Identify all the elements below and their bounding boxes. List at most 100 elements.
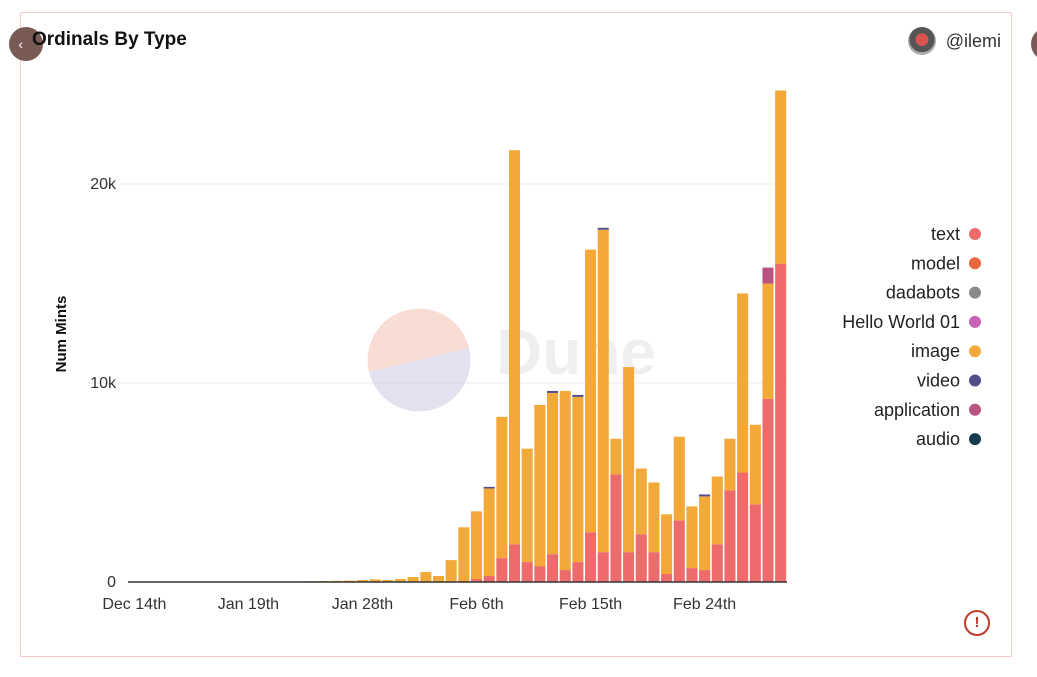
bar-image-44 [686, 506, 698, 569]
y-tick-label: 10k [90, 375, 117, 392]
legend-swatch-text [969, 228, 981, 240]
bar-image-51 [775, 90, 787, 264]
bar-image-39 [623, 367, 635, 553]
bar-image-24 [432, 576, 445, 582]
bar-image-32 [534, 404, 546, 567]
bar-video-28 [483, 486, 495, 489]
bar-image-33 [547, 392, 559, 555]
bar-text-36 [585, 532, 597, 582]
bar-text-30 [508, 544, 521, 582]
avatar[interactable] [907, 27, 936, 55]
bar-image-45 [699, 496, 711, 571]
bar-image-43 [673, 436, 685, 521]
legend-label-image: image [911, 341, 960, 361]
bar-video-35 [572, 394, 584, 397]
bar-text-38 [610, 474, 622, 582]
bar-image-21 [394, 579, 407, 582]
bar-text-27 [470, 579, 483, 582]
chart-title: Ordinals By Type [32, 29, 187, 50]
watermark-logo-top [367, 308, 469, 372]
bar-text-29 [496, 558, 508, 582]
bar-text-28 [483, 576, 495, 582]
bar-video-45 [699, 494, 711, 497]
bar-text-48 [737, 472, 749, 582]
bar-text-51 [775, 263, 787, 582]
bar-text-31 [521, 562, 533, 582]
bar-image-47 [724, 438, 736, 491]
legend-label-video: video [917, 371, 960, 391]
y-tick-label: 0 [107, 574, 116, 591]
bar-image-26 [458, 527, 470, 582]
bar-image-28 [483, 488, 495, 577]
x-tick-label: Feb 24th [673, 596, 736, 613]
bar-image-38 [610, 438, 622, 475]
bar-video-37 [597, 227, 609, 230]
bar-image-42 [661, 514, 673, 575]
x-tick-label: Jan 28th [332, 596, 393, 613]
bar-image-31 [521, 448, 533, 563]
y-tick-label: 20k [90, 176, 117, 193]
bar-image-36 [585, 249, 597, 533]
bar-image-22 [407, 577, 419, 582]
bar-text-49 [749, 504, 761, 582]
bar-text-44 [686, 568, 698, 582]
bar-image-25 [445, 560, 457, 582]
x-tick-label: Feb 15th [559, 596, 622, 613]
author-name[interactable]: @ilemi [945, 30, 1001, 51]
bar-text-37 [597, 552, 609, 582]
legend-label-model: model [911, 253, 960, 273]
bar-text-39 [623, 552, 635, 582]
bar-image-30 [508, 150, 521, 545]
watermark-logo-bottom [369, 348, 471, 412]
bar-text-45 [699, 570, 711, 582]
bar-text-33 [547, 554, 559, 582]
bar-image-37 [597, 229, 609, 553]
bar-image-41 [648, 482, 660, 553]
x-tick-label: Feb 6th [449, 596, 503, 613]
bar-text-47 [724, 490, 736, 582]
legend-label-audio: audio [916, 429, 960, 449]
alert-icon[interactable]: ! [964, 610, 990, 636]
bar-text-50 [762, 398, 774, 582]
bar-video-33 [547, 390, 559, 393]
legend-label-hello-world-01: Hello World 01 [842, 312, 960, 332]
bar-image-49 [749, 424, 761, 505]
bar-text-42 [661, 574, 673, 582]
bar-image-40 [635, 468, 647, 535]
bar-image-46 [711, 476, 723, 545]
bar-image-23 [420, 572, 432, 582]
legend-label-text: text [931, 224, 960, 244]
legend-swatch-application [969, 403, 981, 416]
bar-text-34 [559, 570, 571, 582]
legend-label-application: application [874, 400, 960, 420]
legend-swatch-model [969, 257, 981, 270]
legend-swatch-image [969, 345, 981, 358]
bar-image-20 [382, 580, 394, 582]
bar-image-48 [737, 293, 749, 473]
bar-text-40 [635, 534, 647, 582]
bar-text-35 [572, 562, 584, 582]
legend-swatch-hello-world-01 [969, 315, 981, 328]
bar-image-29 [496, 416, 508, 559]
legend-swatch-video [969, 374, 981, 387]
legend-label-dadabots: dadabots [886, 283, 960, 303]
bar-text-32 [534, 566, 546, 582]
bar-image-27 [470, 511, 483, 580]
legend-swatch-audio [969, 433, 981, 446]
bar-application-50 [762, 267, 774, 284]
bar-image-50 [762, 283, 774, 399]
y-axis-label: Num Mints [53, 296, 70, 373]
bar-text-41 [648, 552, 660, 582]
next-chevron-icon[interactable]: › [1031, 27, 1037, 61]
author-link[interactable]: @ilemi [907, 27, 1001, 55]
bar-text-46 [711, 544, 723, 582]
x-tick-label: Jan 19th [218, 596, 279, 613]
bar-image-19 [369, 579, 381, 582]
bar-text-43 [673, 520, 685, 582]
bar-image-18 [356, 580, 368, 582]
legend-swatch-dadabots [969, 286, 981, 299]
bar-image-34 [559, 390, 571, 571]
bar-image-35 [572, 396, 584, 563]
prev-chevron-icon[interactable]: ‹ [9, 27, 43, 61]
